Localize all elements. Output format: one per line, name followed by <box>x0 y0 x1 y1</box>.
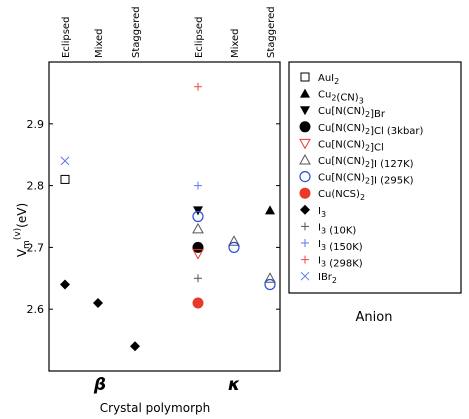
data-point-CuNCN2I_295K <box>264 278 276 291</box>
legend-entry: Cu[N(CN)2]I (127K) <box>299 153 414 170</box>
legend-entry: Cu(NCS)2 <box>299 187 365 202</box>
legend-marker-I3_150K <box>301 239 309 247</box>
data-point-CuNCN2I_295K <box>228 241 240 253</box>
y-axis-title-main: V <box>15 248 29 257</box>
data-point-CuNCN2I_127K <box>192 222 204 234</box>
legend-label: Cu2(CN)3 <box>318 90 364 106</box>
legend-marker-CuNCS2 <box>299 187 311 199</box>
legend-entry: I3 (298K) <box>301 255 363 270</box>
legend-marker-CuNCN2Br <box>300 106 310 116</box>
legend-entry: IBr2 <box>300 271 337 285</box>
legend-entry: Cu[N(CN)2]I (295K) <box>299 171 414 187</box>
legend-label: Cu[N(CN)2]Cl <box>318 139 384 153</box>
legend-entry: Cu[N(CN)2]Cl (3kbar) <box>299 121 424 137</box>
legend-label: I3 (10K) <box>318 222 356 236</box>
legend-marker-Cu2CN3 <box>300 88 310 98</box>
plot-area <box>48 61 281 372</box>
marker-stroke <box>60 156 70 166</box>
legend-label: Cu[N(CN)2]Cl (3kbar) <box>318 123 424 137</box>
y-axis-title-unit: (eV) <box>15 203 29 228</box>
column-label: Mixed <box>230 28 241 58</box>
legend-entry: Cu[N(CN)2]Br <box>300 106 386 120</box>
legend-label: Cu[N(CN)2]I (295K) <box>318 173 414 187</box>
data-point-CuNCN2Br <box>193 206 203 216</box>
legend-label: Cu[N(CN)2]Br <box>318 106 386 120</box>
data-point-I3_298K <box>194 82 202 91</box>
legend-marker-CuNCN2I_127K <box>299 153 311 165</box>
legend-title: Anion <box>356 310 393 325</box>
data-point-Cu2CN3 <box>265 205 275 215</box>
legend-label: IBr2 <box>318 272 337 285</box>
column-labels: Eclipsed Mixed Staggered Eclipsed Mixed Stagg… <box>61 6 277 58</box>
legend-marker-I3_10K <box>301 222 309 231</box>
legend-label: I3 <box>318 206 326 219</box>
data-point-I3 <box>60 279 70 290</box>
data-point-I3_10K <box>194 274 202 283</box>
legend: AuI2 Cu2(CN)3Cu[N(CN)2]Br Cu[N(CN)2]Cl (3k… <box>299 72 424 285</box>
legend-entry: I3 (10K) <box>301 222 356 236</box>
legend-entry: I3 (150K) <box>301 239 363 253</box>
data-point-CuNCN2I_127K <box>264 272 276 283</box>
column-label: Mixed <box>94 28 105 58</box>
data-marks <box>60 82 276 352</box>
legend-label: AuI2 <box>318 73 339 86</box>
data-point-CuNCN2I_295K <box>192 210 204 223</box>
data-point-I3 <box>130 341 140 352</box>
legend-label: I3 (150K) <box>318 239 363 253</box>
y-axis-title-sub: m <box>22 240 32 249</box>
data-point-I3_150K <box>194 181 202 190</box>
column-label: Eclipsed <box>61 17 72 58</box>
column-label: Staggered <box>266 6 277 58</box>
legend-marker-AuI2 <box>300 72 310 82</box>
legend-entry: I3 <box>300 204 326 219</box>
legend-entry: Cu[N(CN)2]Cl <box>299 138 384 153</box>
legend-label: I3 (298K) <box>318 256 363 270</box>
y-axis-title-sup: (v) <box>13 228 23 240</box>
data-point-CuNCN2Cl_3kbar <box>192 241 204 253</box>
legend-marker-IBr2 <box>300 271 310 281</box>
column-label: Staggered <box>131 6 142 58</box>
polymorph-label: β <box>93 375 106 395</box>
y-tick-label: 2.8 <box>27 180 45 193</box>
data-point-CuNCS2 <box>192 297 204 309</box>
legend-marker-CuNCN2Cl_3kbar <box>299 121 311 133</box>
legend-label: Cu(NCS)2 <box>318 189 365 202</box>
legend-entry: Cu2(CN)3 <box>300 88 364 106</box>
data-point-CuNCN2Cl <box>192 249 204 260</box>
y-axis-title: Vm(v)(eV) <box>13 203 32 257</box>
legend-marker-I3 <box>300 204 310 215</box>
polymorph-label: κ <box>228 375 240 395</box>
y-tick-label: 2.6 <box>27 303 45 316</box>
data-point-I3 <box>93 298 103 309</box>
data-point-CuNCN2I_127K <box>228 235 240 246</box>
legend-entry: AuI2 <box>300 72 339 86</box>
legend-box <box>288 61 462 294</box>
y-tick-label: 2.9 <box>27 118 45 131</box>
legend-marker-CuNCN2I_295K <box>299 171 311 183</box>
y-axis: 2.6 2.7 2.8 2.9 <box>27 118 280 316</box>
marker-stroke <box>300 271 310 281</box>
y-tick-label: 2.7 <box>27 241 45 254</box>
data-point-IBr2 <box>60 156 70 166</box>
legend-label: Cu[N(CN)2]I (127K) <box>318 156 414 170</box>
legend-marker-CuNCN2Cl <box>299 138 311 150</box>
data-point-AuI2 <box>60 174 70 184</box>
x-axis-title: Crystal polymorph <box>100 401 210 415</box>
legend-marker-I3_298K <box>301 255 309 264</box>
column-label: Eclipsed <box>194 17 205 58</box>
